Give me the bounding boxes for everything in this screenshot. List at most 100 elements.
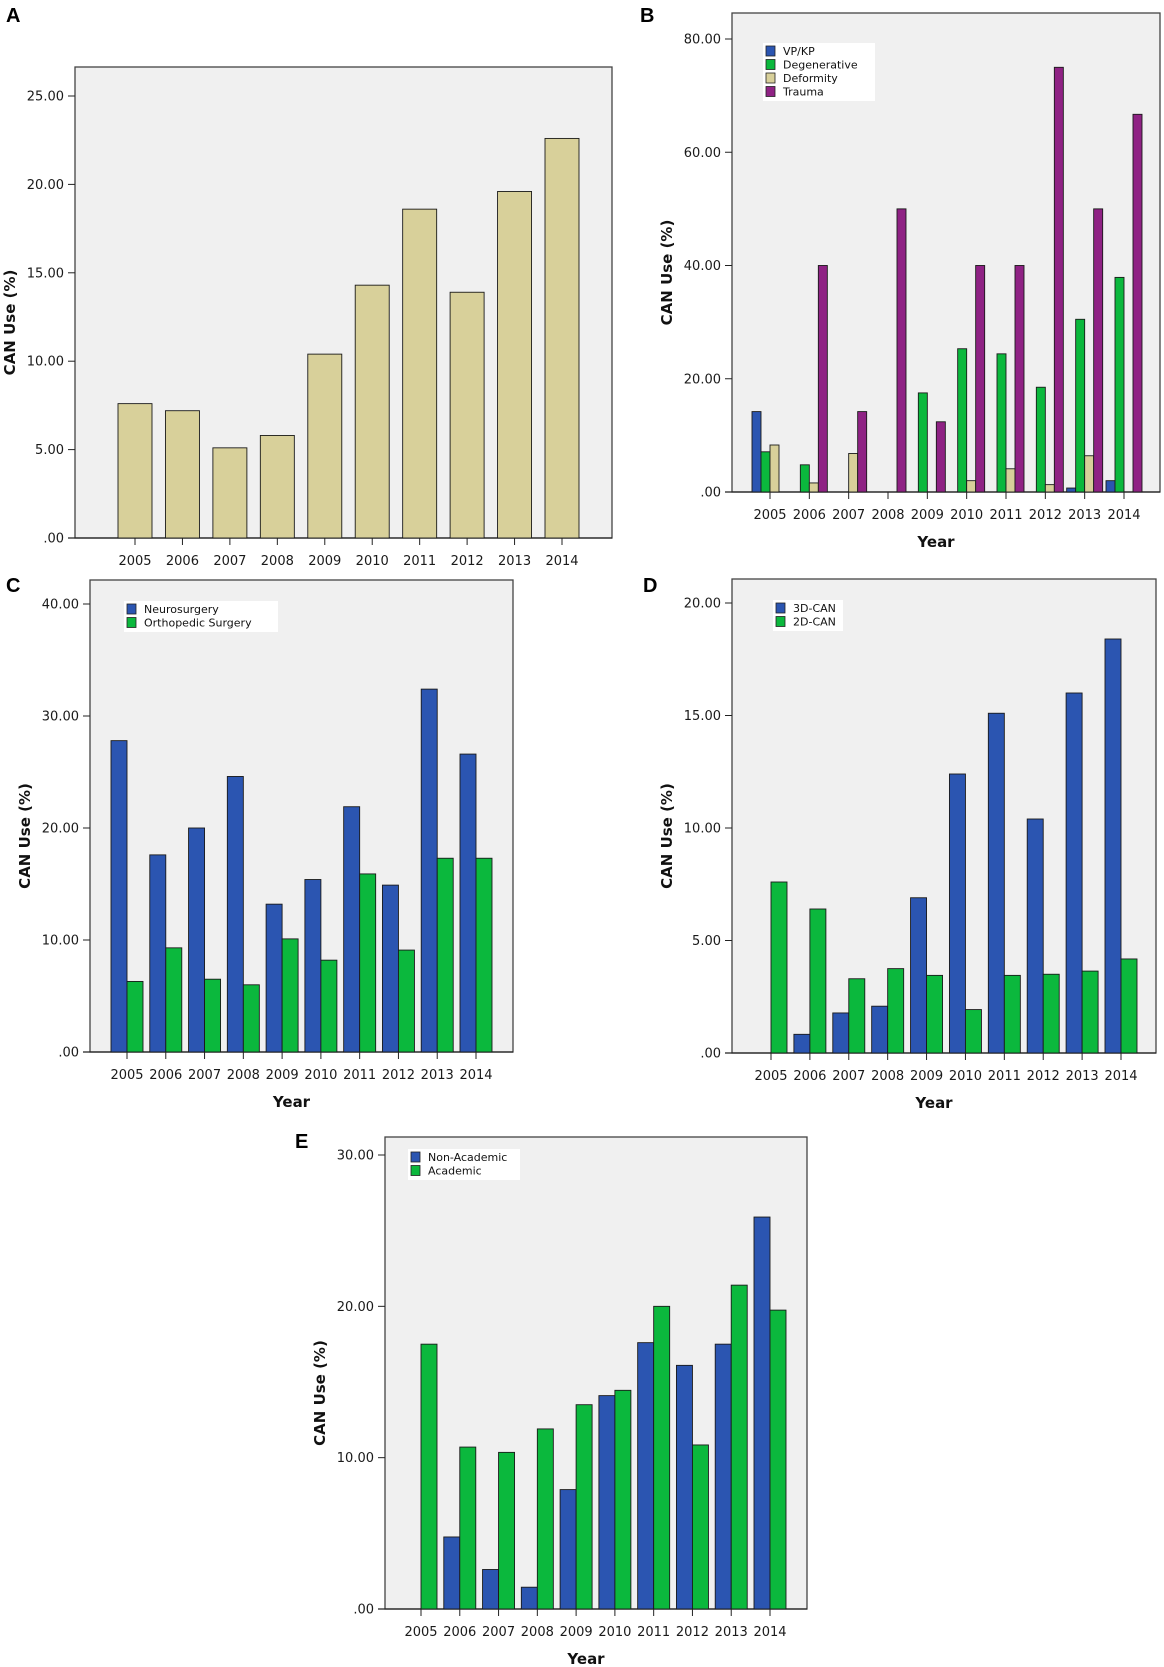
bar-non-academic-2013 bbox=[714, 1343, 732, 1610]
bar-2d-can-2013 bbox=[1081, 970, 1099, 1054]
x-tick-label: 2009 bbox=[560, 1625, 593, 1640]
bar-degenerative-2011 bbox=[996, 353, 1007, 493]
bar-deformity-2011 bbox=[1005, 468, 1016, 493]
bar-neurosurgery-2007 bbox=[188, 827, 206, 1053]
legend-entry: Neurosurgery bbox=[144, 603, 219, 616]
y-tick-label: 15.00 bbox=[27, 266, 64, 281]
y-tick-label: 60.00 bbox=[684, 146, 721, 161]
panel-label: E bbox=[295, 1131, 308, 1153]
x-tick-label: 2013 bbox=[421, 1068, 454, 1083]
x-tick-label: 2006 bbox=[793, 508, 826, 523]
y-axis-title: CAN Use (%) bbox=[658, 783, 676, 889]
bar-2d-can-2008 bbox=[887, 968, 905, 1054]
y-tick-label: 5.00 bbox=[692, 934, 721, 949]
x-tick-label: 2014 bbox=[459, 1068, 492, 1083]
x-tick-label: 2007 bbox=[213, 554, 246, 569]
bar-3d-can-2008 bbox=[871, 1005, 889, 1054]
bar-trauma-2008 bbox=[896, 208, 907, 493]
bar-neurosurgery-2005 bbox=[110, 740, 128, 1053]
bar-orthopedic-surgery-2013 bbox=[436, 857, 454, 1053]
x-tick-label: 2007 bbox=[832, 508, 865, 523]
bar-3d-can-2009 bbox=[910, 897, 928, 1054]
bar-3d-can-2013 bbox=[1065, 692, 1083, 1054]
y-tick-label: 20.00 bbox=[337, 1300, 374, 1315]
y-axis-title: CAN Use (%) bbox=[16, 783, 34, 889]
bar-neurosurgery-2008 bbox=[226, 776, 244, 1053]
y-tick-label: .00 bbox=[58, 1046, 79, 1061]
bar-all-2014 bbox=[544, 137, 580, 539]
bar-trauma-2014 bbox=[1132, 113, 1143, 493]
x-axis-title: Year bbox=[914, 1094, 953, 1112]
bar-neurosurgery-2014 bbox=[459, 753, 477, 1053]
legend-swatch bbox=[410, 1151, 421, 1163]
bar-neurosurgery-2009 bbox=[265, 903, 283, 1053]
panel-e: E .00 10.00 20.00 30.00 2005 2006 2007 2008 2009 2… bbox=[295, 1131, 808, 1667]
x-tick-label: 2013 bbox=[715, 1625, 748, 1640]
x-tick-label: 2012 bbox=[382, 1068, 415, 1083]
y-tick-label: 30.00 bbox=[42, 710, 79, 725]
bar-3d-can-2011 bbox=[987, 712, 1005, 1054]
bar-degenerative-2012 bbox=[1035, 386, 1046, 493]
bar-trauma-2013 bbox=[1093, 208, 1104, 493]
legend-swatch bbox=[126, 603, 137, 615]
bar-orthopedic-surgery-2010 bbox=[320, 959, 338, 1053]
x-tick-label: 2009 bbox=[911, 508, 944, 523]
bar-3d-can-2012 bbox=[1026, 818, 1044, 1054]
bar-deformity-2013 bbox=[1084, 455, 1095, 493]
y-tick-label: 40.00 bbox=[684, 259, 721, 274]
bar-trauma-2009 bbox=[935, 421, 946, 493]
x-tick-label: 2009 bbox=[266, 1068, 299, 1083]
bar-neurosurgery-2010 bbox=[304, 879, 322, 1053]
bar-deformity-2007 bbox=[848, 453, 859, 493]
bar-vp-kp-2005 bbox=[751, 411, 762, 493]
panel-c: C .00 10.00 20.00 30.00 40.00 2005 2006 2007 2008… bbox=[6, 575, 514, 1111]
legend-swatch bbox=[126, 617, 137, 628]
legend-swatch bbox=[775, 616, 786, 627]
bar-all-2005 bbox=[117, 403, 153, 539]
x-tick-label: 2005 bbox=[753, 508, 786, 523]
bar-deformity-2012 bbox=[1044, 484, 1055, 493]
bar-neurosurgery-2012 bbox=[381, 884, 399, 1053]
bar-2d-can-2012 bbox=[1042, 973, 1060, 1054]
y-axis-title: CAN Use (%) bbox=[311, 1340, 329, 1446]
bar-orthopedic-surgery-2009 bbox=[281, 938, 299, 1053]
legend-box bbox=[763, 43, 875, 101]
bar-academic-2007 bbox=[498, 1451, 516, 1610]
y-tick-label: .00 bbox=[353, 1603, 374, 1618]
x-axis-title: Year bbox=[566, 1650, 605, 1667]
bar-degenerative-2014 bbox=[1114, 276, 1125, 493]
bar-all-2009 bbox=[307, 353, 343, 539]
panel-label: B bbox=[640, 5, 654, 27]
x-tick-label: 2008 bbox=[871, 508, 904, 523]
x-tick-label: 2011 bbox=[989, 508, 1022, 523]
x-tick-label: 2013 bbox=[1066, 1069, 1099, 1084]
y-tick-label: 10.00 bbox=[27, 355, 64, 370]
bar-neurosurgery-2013 bbox=[420, 688, 438, 1053]
bar-degenerative-2013 bbox=[1075, 318, 1086, 493]
y-tick-label: .00 bbox=[700, 486, 721, 501]
legend-entry: Trauma bbox=[782, 86, 824, 99]
bar-academic-2011 bbox=[653, 1305, 671, 1610]
bar-orthopedic-surgery-2006 bbox=[165, 947, 183, 1053]
legend-entry: Deformity bbox=[783, 72, 838, 85]
bar-3d-can-2006 bbox=[793, 1033, 811, 1054]
x-tick-label: 2012 bbox=[1029, 508, 1062, 523]
bar-3d-can-2007 bbox=[832, 1012, 850, 1054]
x-tick-label: 2006 bbox=[793, 1069, 826, 1084]
bar-academic-2013 bbox=[730, 1284, 748, 1610]
bar-all-2013 bbox=[497, 191, 533, 539]
x-tick-label: 2012 bbox=[451, 554, 484, 569]
bar-non-academic-2011 bbox=[637, 1342, 655, 1610]
x-tick-label: 2011 bbox=[343, 1068, 376, 1083]
bar-degenerative-2006 bbox=[799, 464, 810, 493]
legend-swatch bbox=[765, 86, 776, 97]
bar-2d-can-2005 bbox=[770, 881, 788, 1054]
bar-orthopedic-surgery-2011 bbox=[359, 873, 377, 1053]
bar-non-academic-2006 bbox=[443, 1536, 461, 1610]
legend-swatch bbox=[775, 602, 786, 614]
bar-orthopedic-surgery-2005 bbox=[126, 980, 144, 1053]
